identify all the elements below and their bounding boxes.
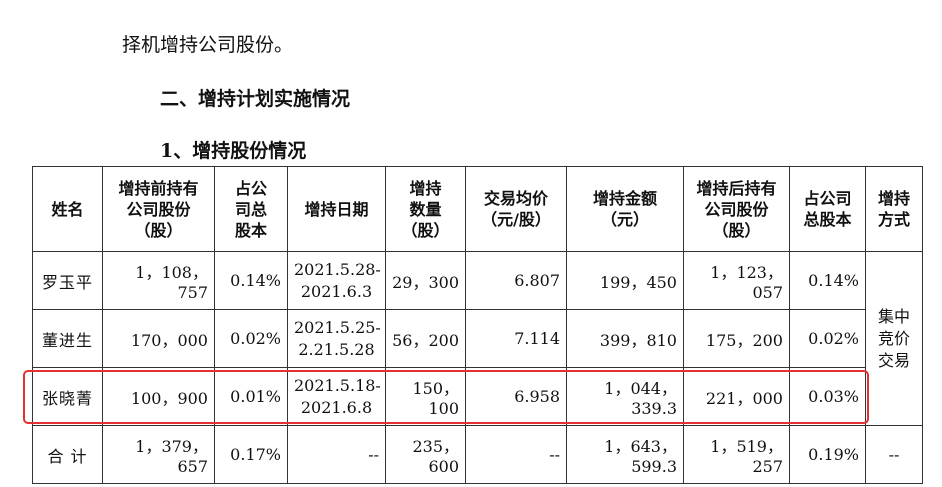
header-date: 增持日期	[287, 166, 386, 252]
section-heading: 二、增持计划实施情况	[160, 88, 351, 110]
header-amount: 增持金额 （元）	[566, 166, 684, 252]
cell-total-method: --	[865, 425, 923, 484]
header-row: 姓名 增持前持有 公司股份 （股） 占公 司总 股本 增持日期 增持 数量 （股） 交易均价…	[32, 166, 923, 252]
header-method: 增持 方式	[865, 166, 923, 252]
cell-total-amount: 1，643，599.3	[566, 425, 684, 484]
cell-after-shares: 1，123，057	[683, 251, 790, 310]
cell-after-pct: 0.03%	[789, 367, 866, 426]
cell-total-avg-price: --	[465, 425, 567, 484]
cell-date: 2021.5.28- 2021.6.3	[287, 251, 386, 310]
header-qty: 增持 数量 （股）	[385, 166, 466, 252]
header-after-shares: 增持后持有 公司股份 （股）	[683, 166, 790, 252]
cell-total-date: --	[287, 425, 386, 484]
header-before-pct: 占公 司总 股本	[214, 166, 288, 252]
cell-name: 董进生	[32, 309, 103, 368]
cell-before-pct: 0.14%	[214, 251, 288, 310]
cell-after-pct: 0.02%	[789, 309, 866, 368]
cell-total-before-pct: 0.17%	[214, 425, 288, 484]
cell-date: 2021.5.25- 2.21.5.28	[287, 309, 386, 368]
holdings-table: 姓名 增持前持有 公司股份 （股） 占公 司总 股本 增持日期 增持 数量 （股） 交易均价…	[32, 166, 923, 484]
cell-avg-price: 6.958	[465, 367, 567, 426]
continuation-text: 择机增持公司股份。	[122, 34, 294, 56]
cell-qty: 29，300	[385, 251, 466, 310]
cell-after-pct: 0.14%	[789, 251, 866, 310]
cell-before-shares: 100，900	[102, 367, 215, 426]
total-row: 合 计 1，379，657 0.17% -- 235，600 -- 1，643，…	[32, 425, 923, 484]
cell-qty: 56，200	[385, 309, 466, 368]
cell-total-qty: 235，600	[385, 425, 466, 484]
cell-date: 2021.5.18- 2021.6.8	[287, 367, 386, 426]
cell-total-after-shares: 1，519，257	[683, 425, 790, 484]
cell-name: 张晓菁	[32, 367, 103, 426]
cell-total-after-pct: 0.19%	[789, 425, 866, 484]
cell-total-before-shares: 1，379，657	[102, 425, 215, 484]
cell-avg-price: 6.807	[465, 251, 567, 310]
cell-before-pct: 0.02%	[214, 309, 288, 368]
cell-after-shares: 175，200	[683, 309, 790, 368]
header-after-pct: 占公司 总股本	[789, 166, 866, 252]
cell-method: 集中 竞价 交易	[865, 251, 923, 426]
cell-amount: 1，044，339.3	[566, 367, 684, 426]
table-row-highlighted: 张晓菁 100，900 0.01% 2021.5.18- 2021.6.8 150…	[32, 367, 923, 426]
header-before-shares: 增持前持有 公司股份 （股）	[102, 166, 215, 252]
cell-amount: 399，810	[566, 309, 684, 368]
cell-before-shares: 170，000	[102, 309, 215, 368]
cell-amount: 199，450	[566, 251, 684, 310]
cell-name: 罗玉平	[32, 251, 103, 310]
header-name: 姓名	[32, 166, 103, 252]
cell-total-label: 合 计	[32, 425, 103, 484]
header-avg-price: 交易均价 （元/股）	[465, 166, 567, 252]
highlight-box	[23, 370, 869, 424]
table-row: 罗玉平 1，108，757 0.14% 2021.5.28- 2021.6.3 2…	[32, 251, 923, 426]
cell-before-shares: 1，108，757	[102, 251, 215, 310]
sub-heading: 1、增持股份情况	[160, 140, 307, 162]
cell-after-shares: 221，000	[683, 367, 790, 426]
cell-avg-price: 7.114	[465, 309, 567, 368]
table-row: 董进生 170，000 0.02% 2021.5.25- 2.21.5.28 56…	[32, 309, 923, 368]
